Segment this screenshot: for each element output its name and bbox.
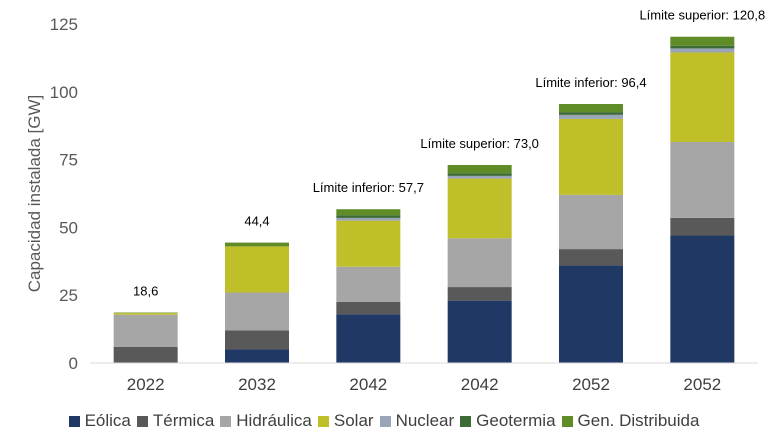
legend-item: Geotermia [460, 411, 556, 431]
y-axis-label: Capacidad instalada [GW] [25, 95, 44, 293]
bar-segment-gen-distribuida [670, 36, 735, 46]
bar-segment-solar [336, 220, 401, 267]
x-axis-ticks: 2022 2032 2042 2042 2052 2052 [127, 375, 721, 394]
legend-label: Geotermia [476, 411, 556, 430]
bar-segment-térmica [670, 217, 735, 236]
bar-segment-eólica [559, 265, 623, 363]
legend-label: Eólica [84, 411, 131, 430]
bar-segment-geotermia [447, 173, 512, 176]
bar-segment-eólica [447, 300, 512, 363]
legend-label: Hidráulica [236, 411, 312, 430]
bar-segment-hidráulica [113, 314, 178, 347]
bar-segment-eólica [670, 235, 735, 363]
x-tick-label: 2022 [127, 375, 165, 394]
legend-label: Nuclear [395, 411, 455, 430]
bar-annotation: Límite superior: 120,8 [639, 8, 765, 23]
bar-segment-eólica [225, 349, 289, 363]
bar-segment-hidráulica [559, 194, 623, 250]
x-tick-label: 2042 [461, 375, 499, 394]
bar-segment-hidráulica [336, 266, 401, 302]
x-tick-label: 2032 [238, 375, 276, 394]
legend-item: Solar [317, 411, 374, 431]
bar-segment-solar [447, 178, 512, 239]
bar-annotation: 44,4 [244, 214, 269, 229]
legend-label: Gen. Distribuida [577, 411, 700, 430]
bar-segment-gen-distribuida [336, 209, 401, 216]
bar-segment-geotermia [559, 112, 623, 115]
bar-segment-térmica [447, 287, 512, 301]
bar-segment-térmica [113, 346, 178, 363]
x-tick-label: 2042 [349, 375, 387, 394]
bar-segment-térmica [336, 301, 401, 315]
legend-swatch [460, 415, 472, 427]
legend-swatch [220, 415, 232, 427]
bar-segment-térmica [225, 330, 289, 350]
bar-segment-nuclear [559, 114, 623, 119]
y-tick-label: 25 [59, 286, 78, 305]
bar-segment-hidráulica [447, 238, 512, 288]
y-tick-label: 50 [59, 218, 78, 237]
stacked-bar-chart: 0 25 50 75 100 125 18,6 44,4 Límite inferior: 5… [25, 8, 765, 394]
legend-swatch [136, 415, 148, 427]
bar-segment-térmica [559, 249, 623, 266]
y-tick-label: 75 [59, 151, 78, 170]
legend-swatch [379, 415, 391, 427]
y-axis-ticks: 0 25 50 75 100 125 [50, 15, 78, 373]
x-tick-label: 2052 [572, 375, 610, 394]
bar-segment-solar [225, 246, 289, 293]
bar-segment-nuclear [447, 175, 512, 179]
x-tick-label: 2052 [683, 375, 721, 394]
legend-swatch [68, 415, 80, 427]
bar-segment-gen-distribuida [113, 312, 178, 314]
bar-segment-gen-distribuida [225, 242, 289, 247]
bar-segment-hidráulica [670, 141, 735, 218]
y-tick-label: 100 [50, 83, 78, 102]
bar-segment-geotermia [670, 45, 735, 49]
bar-segment-gen-distribuida [447, 165, 512, 174]
y-tick-label: 0 [69, 354, 78, 373]
legend-item: Gen. Distribuida [561, 411, 700, 431]
legend-item: Nuclear [379, 411, 455, 431]
legend: Eólica Térmica Hidráulica Solar Nuclear Geote… [0, 411, 768, 431]
bar-segment-solar [113, 313, 178, 315]
legend-item: Térmica [136, 411, 215, 431]
bar-segment-hidráulica [225, 292, 289, 331]
legend-swatch [561, 415, 573, 427]
bar-segment-solar [559, 118, 623, 195]
bar-annotation: Límite superior: 73,0 [420, 136, 539, 151]
bar-total-annotations: 18,6 44,4 Límite inferior: 57,7 Límite supe… [133, 8, 765, 299]
legend-item: Eólica [68, 411, 131, 431]
bar-segment-nuclear [336, 217, 401, 221]
legend-item: Hidráulica [220, 411, 312, 431]
legend-label: Solar [333, 411, 374, 430]
bar-segment-nuclear [670, 48, 735, 53]
bar-segment-eólica [336, 314, 401, 363]
bar-segment-gen-distribuida [559, 104, 623, 113]
bar-annotation: 18,6 [133, 284, 158, 299]
legend-label: Térmica [152, 411, 215, 430]
legend-swatch [317, 415, 329, 427]
bar-annotation: Límite inferior: 96,4 [535, 75, 646, 90]
bar-annotation: Límite inferior: 57,7 [313, 180, 424, 195]
bar-segment-solar [670, 52, 735, 142]
bars [113, 36, 735, 363]
y-tick-label: 125 [50, 15, 78, 34]
bar-segment-geotermia [336, 215, 401, 218]
